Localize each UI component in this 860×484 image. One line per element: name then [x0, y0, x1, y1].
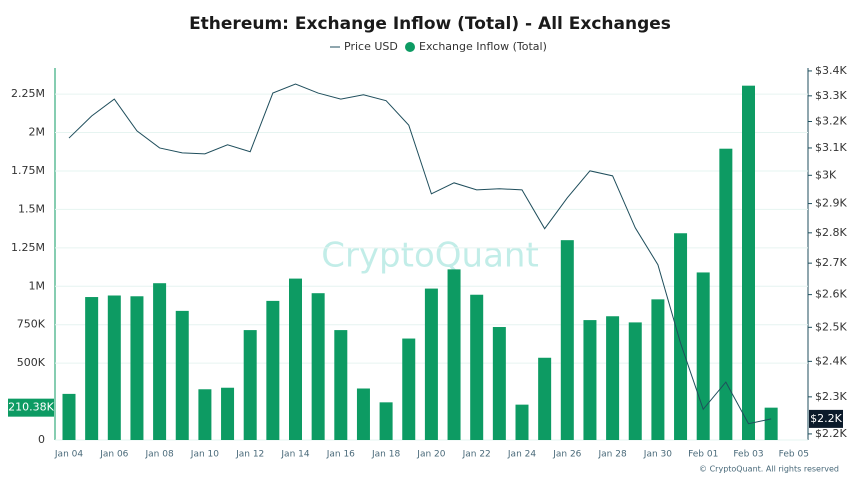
x-tick-label: Jan 16 — [326, 450, 355, 460]
chart-title: Ethereum: Exchange Inflow (Total) - All … — [189, 14, 671, 34]
x-tick-label: Jan 22 — [462, 450, 491, 460]
last-value-box — [809, 409, 843, 428]
y2-tick-label: $3.2K — [815, 114, 847, 127]
bar — [742, 85, 755, 441]
x-tick-label: Feb 03 — [733, 450, 763, 460]
y2-tick-label: $2.5K — [815, 320, 847, 333]
x-tick-label: Jan 06 — [99, 450, 128, 460]
x-tick-label: Jan 08 — [145, 450, 174, 460]
legend-item: Exchange Inflow (Total) — [405, 40, 547, 53]
y2-tick-label: $2.8K — [815, 226, 847, 239]
bar — [674, 233, 688, 440]
y-tick-label: 750K — [17, 318, 46, 331]
footer: © CryptoQuant. All rights reserved — [699, 465, 839, 474]
x-tick-label: Feb 05 — [779, 450, 809, 460]
x-tick-label: Jan 30 — [643, 450, 672, 460]
bar — [583, 320, 597, 440]
bar — [651, 299, 665, 440]
legend-label: Price USD — [344, 40, 398, 53]
bar — [130, 296, 144, 440]
y2-tick-label: $2.3K — [815, 390, 847, 403]
x-tick-label: Jan 12 — [235, 450, 264, 460]
x-tick-label: Feb 01 — [688, 450, 718, 460]
bar — [356, 388, 370, 440]
bar — [221, 387, 235, 440]
bar — [379, 402, 393, 440]
bar — [628, 322, 642, 440]
bar — [85, 297, 99, 440]
legend-dot-swatch — [405, 42, 415, 52]
y-tick-label: 1.5M — [18, 202, 45, 215]
y2-tick-label: $2.2K — [815, 427, 847, 440]
y-tick-label: 1.25M — [11, 241, 45, 254]
bar — [198, 389, 212, 440]
legend-item: Price USD — [330, 40, 398, 53]
watermark: CryptoQuant — [321, 236, 539, 276]
y-tick-label: 2M — [29, 126, 46, 139]
x-tick-label: Jan 28 — [598, 450, 627, 460]
bar — [560, 240, 574, 440]
bar — [243, 330, 257, 440]
y2-tick-label: $2.6K — [815, 288, 847, 301]
bar — [153, 283, 167, 440]
bar — [424, 288, 438, 440]
bar — [764, 407, 778, 440]
price-line — [68, 83, 772, 425]
y2-tick-label: $2.9K — [815, 197, 847, 210]
last-value-label: 210.38K — [8, 401, 54, 414]
bar — [470, 294, 484, 440]
bar — [492, 327, 506, 440]
x-tick-label: Jan 14 — [280, 450, 309, 460]
y-tick-label: 1M — [29, 279, 46, 292]
bar — [311, 293, 325, 440]
last-value-box — [8, 398, 54, 417]
bar — [175, 310, 189, 440]
bar — [515, 404, 529, 440]
x-tick-label: Jan 24 — [507, 450, 536, 460]
y-tick-label: 1.75M — [11, 164, 45, 177]
y2-tick-label: $2.7K — [815, 256, 847, 269]
last-value-label: $2.2K — [810, 412, 842, 425]
y-tick-label: 500K — [17, 356, 46, 369]
y2-tick-label: $3.1K — [815, 141, 847, 154]
bar — [107, 295, 121, 440]
bar — [719, 148, 733, 440]
y2-tick-label: $3.3K — [815, 89, 847, 102]
y-tick-label: 0 — [38, 433, 45, 446]
y2-tick-label: $3.4K — [815, 64, 847, 77]
bar — [538, 357, 552, 440]
bar — [289, 278, 302, 440]
x-tick-label: Jan 20 — [416, 450, 445, 460]
bar — [696, 272, 710, 440]
bar — [266, 300, 280, 440]
y2-tick-label: $3K — [815, 168, 837, 181]
bar — [402, 338, 416, 440]
y2-tick-label: $2.4K — [815, 354, 847, 367]
bar — [606, 316, 620, 440]
x-tick-label: Jan 18 — [371, 450, 400, 460]
bar — [447, 269, 461, 440]
bar — [62, 393, 76, 440]
x-tick-label: Jan 04 — [54, 450, 83, 460]
y-tick-label: 2.25M — [11, 87, 45, 100]
x-tick-label: Jan 26 — [552, 450, 581, 460]
x-tick-label: Jan 10 — [190, 450, 219, 460]
bar — [334, 330, 348, 440]
legend-label: Exchange Inflow (Total) — [419, 40, 547, 53]
